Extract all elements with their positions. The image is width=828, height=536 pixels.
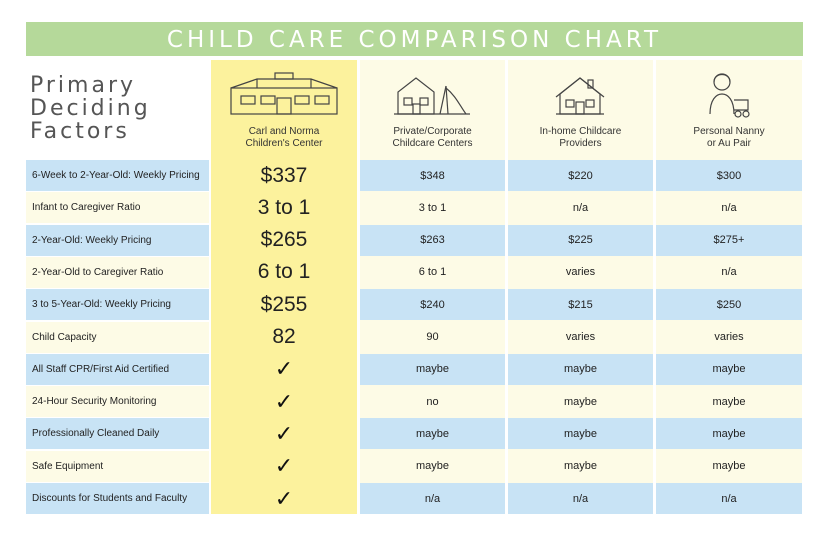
table-cell: no: [360, 386, 505, 418]
nanny-icon: [656, 70, 802, 118]
table-cell: 3 to 1: [360, 192, 505, 224]
row-label: Child Capacity: [26, 321, 209, 353]
column-header-line: Personal Nanny: [693, 126, 765, 137]
row-label: Discounts for Students and Faculty: [26, 483, 209, 514]
cell-carl-norma: ✓: [211, 483, 357, 514]
row-label: 24-Hour Security Monitoring: [26, 386, 209, 418]
table-cell: $220: [508, 160, 653, 191]
table-cell: 90: [360, 321, 505, 353]
table-cell: maybe: [360, 418, 505, 450]
column-header-line: Childcare Centers: [392, 138, 473, 149]
row-label: 2-Year-Old to Caregiver Ratio: [26, 256, 209, 288]
table-cell: maybe: [508, 450, 653, 482]
table-cell: varies: [508, 256, 653, 288]
row-label: Professionally Cleaned Daily: [26, 418, 209, 450]
table-cell: maybe: [360, 353, 505, 385]
column-header-line: Private/Corporate: [393, 126, 472, 137]
column-header-private: Private/Corporate Childcare Centers: [360, 62, 505, 158]
cell-carl-norma: $265: [211, 224, 357, 256]
factors-heading-line: Factors: [30, 119, 130, 144]
factors-heading-line: Primary: [30, 73, 137, 98]
factors-heading: Primary Deciding Factors: [30, 74, 151, 143]
chart-title-banner: CHILD CARE COMPARISON CHART: [26, 22, 803, 56]
cell-carl-norma: 6 to 1: [211, 256, 357, 288]
table-cell: maybe: [508, 353, 653, 385]
table-cell: n/a: [508, 483, 653, 514]
column-header-line: or Au Pair: [707, 138, 751, 149]
row-label: 2-Year-Old: Weekly Pricing: [26, 224, 209, 256]
table-cell: maybe: [656, 450, 802, 482]
table-cell: n/a: [656, 192, 802, 224]
row-label: Safe Equipment: [26, 450, 209, 482]
table-cell: $263: [360, 224, 505, 256]
column-header-carl-norma: Carl and Norma Children's Center: [211, 62, 357, 158]
cell-carl-norma: ✓: [211, 386, 357, 418]
cell-carl-norma: 3 to 1: [211, 192, 357, 224]
factors-heading-line: Deciding: [30, 96, 151, 121]
cell-carl-norma: $337: [211, 160, 357, 191]
chart-title: CHILD CARE COMPARISON CHART: [166, 27, 663, 53]
table-cell: $250: [656, 289, 802, 321]
table-cell: maybe: [656, 418, 802, 450]
table-cell: n/a: [656, 256, 802, 288]
table-cell: maybe: [508, 386, 653, 418]
table-cell: $300: [656, 160, 802, 191]
cell-carl-norma: 82: [211, 321, 357, 353]
cell-carl-norma: $255: [211, 289, 357, 321]
row-label: 3 to 5-Year-Old: Weekly Pricing: [26, 289, 209, 321]
column-header-line: Providers: [559, 138, 602, 149]
table-cell: n/a: [360, 483, 505, 514]
table-cell: n/a: [656, 483, 802, 514]
table-cell: $215: [508, 289, 653, 321]
table-cell: varies: [656, 321, 802, 353]
column-header-line: In-home Childcare: [539, 126, 622, 137]
table-cell: 6 to 1: [360, 256, 505, 288]
table-cell: n/a: [508, 192, 653, 224]
row-label: All Staff CPR/First Aid Certified: [26, 353, 209, 385]
cell-carl-norma: ✓: [211, 353, 357, 385]
column-header-line: Children's Center: [245, 138, 323, 149]
table-cell: maybe: [656, 353, 802, 385]
table-cell: $240: [360, 289, 505, 321]
building-icon: [211, 70, 357, 118]
table-cell: maybe: [360, 450, 505, 482]
cell-carl-norma: ✓: [211, 450, 357, 482]
table-cell: $275+: [656, 224, 802, 256]
table-cell: maybe: [656, 386, 802, 418]
cell-carl-norma: ✓: [211, 418, 357, 450]
table-cell: varies: [508, 321, 653, 353]
table-cell: $225: [508, 224, 653, 256]
house-icon: [508, 70, 653, 118]
row-label: Infant to Caregiver Ratio: [26, 192, 209, 224]
schoolhouse-icon: [360, 70, 505, 118]
column-header-line: Carl and Norma: [248, 126, 320, 137]
row-label: 6-Week to 2-Year-Old: Weekly Pricing: [26, 160, 209, 191]
column-header-nanny: Personal Nanny or Au Pair: [656, 62, 802, 158]
table-cell: maybe: [508, 418, 653, 450]
table-cell: $348: [360, 160, 505, 191]
column-header-inhome: In-home Childcare Providers: [508, 62, 653, 158]
